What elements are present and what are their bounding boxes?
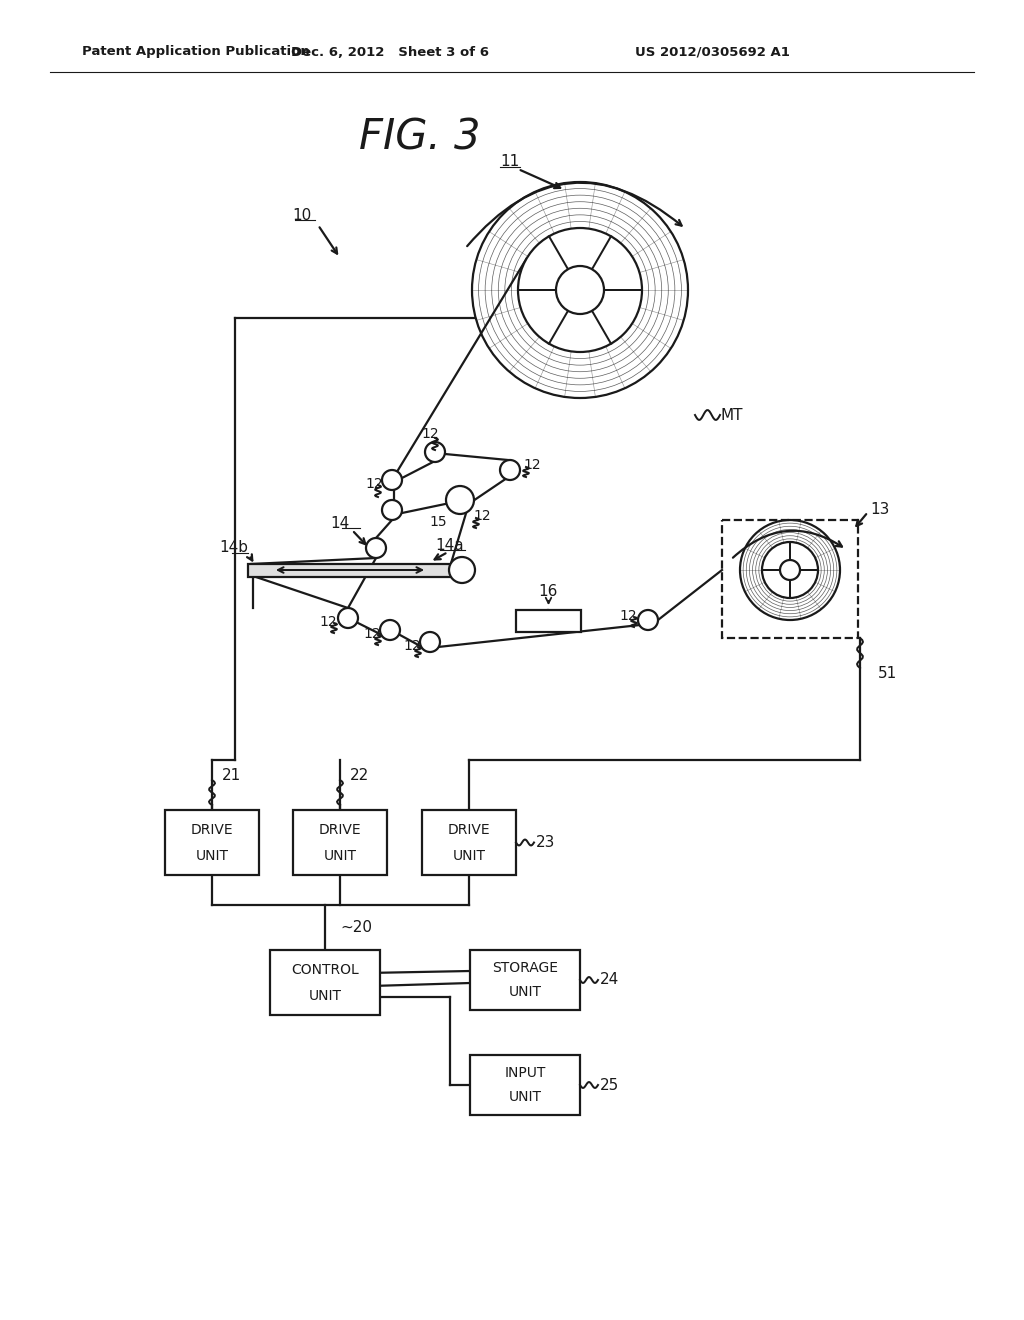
Text: 12: 12 <box>523 458 541 473</box>
Circle shape <box>338 609 358 628</box>
Text: 24: 24 <box>600 973 620 987</box>
Text: 25: 25 <box>600 1077 620 1093</box>
Text: UNIT: UNIT <box>196 849 228 862</box>
Bar <box>270 950 380 1015</box>
Circle shape <box>556 267 604 314</box>
Text: FIG. 3: FIG. 3 <box>359 117 480 158</box>
Text: UNIT: UNIT <box>509 1090 542 1104</box>
Circle shape <box>382 500 402 520</box>
Text: US 2012/0305692 A1: US 2012/0305692 A1 <box>635 45 790 58</box>
Bar <box>516 610 581 632</box>
Text: 12: 12 <box>421 426 439 441</box>
Text: 12: 12 <box>473 510 490 523</box>
Bar <box>248 564 462 577</box>
Bar <box>722 520 858 638</box>
Text: STORAGE: STORAGE <box>492 961 558 975</box>
Text: CONTROL: CONTROL <box>291 962 358 977</box>
Text: 15: 15 <box>429 515 446 529</box>
Text: 14b: 14b <box>219 540 248 556</box>
Text: UNIT: UNIT <box>324 849 356 862</box>
Text: DRIVE: DRIVE <box>447 822 490 837</box>
Bar <box>422 810 516 875</box>
Text: 12: 12 <box>366 477 383 491</box>
Text: DRIVE: DRIVE <box>190 822 233 837</box>
Text: UNIT: UNIT <box>509 985 542 999</box>
Text: 11: 11 <box>501 154 519 169</box>
Circle shape <box>446 486 474 513</box>
Text: 51: 51 <box>878 665 897 681</box>
Text: 13: 13 <box>870 503 890 517</box>
Circle shape <box>780 560 800 579</box>
Text: 12: 12 <box>319 615 337 630</box>
Text: 12: 12 <box>364 627 381 642</box>
Text: UNIT: UNIT <box>308 989 341 1002</box>
Circle shape <box>638 610 658 630</box>
Circle shape <box>420 632 440 652</box>
Text: Dec. 6, 2012   Sheet 3 of 6: Dec. 6, 2012 Sheet 3 of 6 <box>291 45 489 58</box>
Circle shape <box>762 543 818 598</box>
Circle shape <box>518 228 642 352</box>
Text: 16: 16 <box>539 585 558 599</box>
Bar <box>165 810 259 875</box>
Text: INPUT: INPUT <box>504 1067 546 1080</box>
Circle shape <box>366 539 386 558</box>
Text: 14a: 14a <box>435 537 464 553</box>
Text: MT: MT <box>720 408 742 422</box>
Bar <box>293 810 387 875</box>
Bar <box>470 1055 580 1115</box>
Text: ~20: ~20 <box>340 920 372 936</box>
Circle shape <box>449 557 475 583</box>
Text: 12: 12 <box>403 639 421 653</box>
Text: 14: 14 <box>331 516 350 532</box>
Text: 23: 23 <box>536 836 555 850</box>
Text: 22: 22 <box>350 767 370 783</box>
Text: Patent Application Publication: Patent Application Publication <box>82 45 309 58</box>
Text: 10: 10 <box>293 207 311 223</box>
Circle shape <box>382 470 402 490</box>
Circle shape <box>500 459 520 480</box>
Text: UNIT: UNIT <box>453 849 485 862</box>
Text: 12: 12 <box>620 609 637 623</box>
Text: 21: 21 <box>222 767 242 783</box>
Circle shape <box>380 620 400 640</box>
Circle shape <box>425 442 445 462</box>
Text: DRIVE: DRIVE <box>318 822 361 837</box>
Circle shape <box>450 490 470 510</box>
Bar <box>470 950 580 1010</box>
